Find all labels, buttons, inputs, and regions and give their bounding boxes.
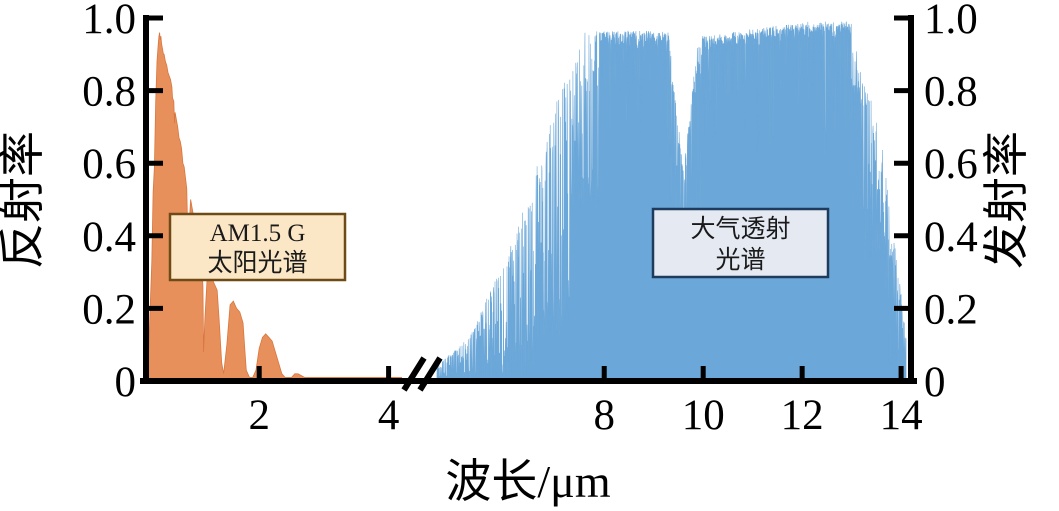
left-tick-label-0.4: 0.4 [82, 214, 136, 261]
x-tick-label-14: 14 [880, 392, 923, 439]
legend-atmosphere-box [651, 207, 830, 279]
right-tick-label-0: 0 [924, 359, 946, 406]
right-tick-label-0.4: 0.4 [924, 214, 978, 261]
right-tick-marks [894, 15, 911, 384]
right-tick-label-0.2: 0.2 [924, 286, 978, 333]
left-tick-label-0: 0 [115, 359, 137, 406]
right-axis-title: 发射率 [981, 131, 1032, 269]
legend-solar-line1: AM1.5 G [210, 220, 306, 247]
legend-atmosphere: 大气透射 光谱 [651, 207, 830, 279]
right-tick-label-0.8: 0.8 [924, 69, 978, 116]
left-tick-label-0.2: 0.2 [82, 286, 136, 333]
left-tick-label-1.0: 1.0 [82, 0, 136, 43]
legend-solar-line2: 太阳光谱 [207, 249, 307, 277]
right-tick-label-1.0: 1.0 [924, 0, 978, 43]
bottom-tick-marks [256, 366, 904, 381]
x-tick-label-12: 12 [781, 392, 824, 439]
x-axis-title: 波长/μm [445, 456, 610, 507]
legend-atmosphere-line2: 光谱 [715, 246, 765, 274]
legend-solar-box [168, 212, 347, 282]
legend-solar: AM1.5 G 太阳光谱 [168, 212, 347, 282]
x-tick-label-8: 8 [593, 392, 615, 439]
left-tick-label-0.8: 0.8 [82, 69, 136, 116]
x-tick-label-2: 2 [248, 392, 270, 439]
x-tick-label-10: 10 [682, 392, 725, 439]
atmosphere-transmission-area [435, 21, 907, 382]
axes-layer [140, 15, 917, 392]
legend-atmosphere-line1: 大气透射 [690, 215, 790, 243]
left-axis-title: 反射率 [0, 131, 48, 269]
right-tick-label-0.6: 0.6 [924, 141, 978, 188]
x-axis-break-marker [401, 356, 443, 392]
solar-spectrum-area [147, 32, 402, 382]
left-tick-label-0.6: 0.6 [82, 141, 136, 188]
x-tick-label-4: 4 [378, 392, 400, 439]
series-layer [147, 21, 907, 382]
right-axis-tick-labels: 1.0 0.8 0.6 0.4 0.2 0 [924, 0, 978, 406]
left-tick-marks [146, 15, 163, 384]
left-axis-tick-labels: 1.0 0.8 0.6 0.4 0.2 0 [82, 0, 136, 406]
x-axis-tick-labels: 2 4 8 10 12 14 [248, 392, 922, 439]
